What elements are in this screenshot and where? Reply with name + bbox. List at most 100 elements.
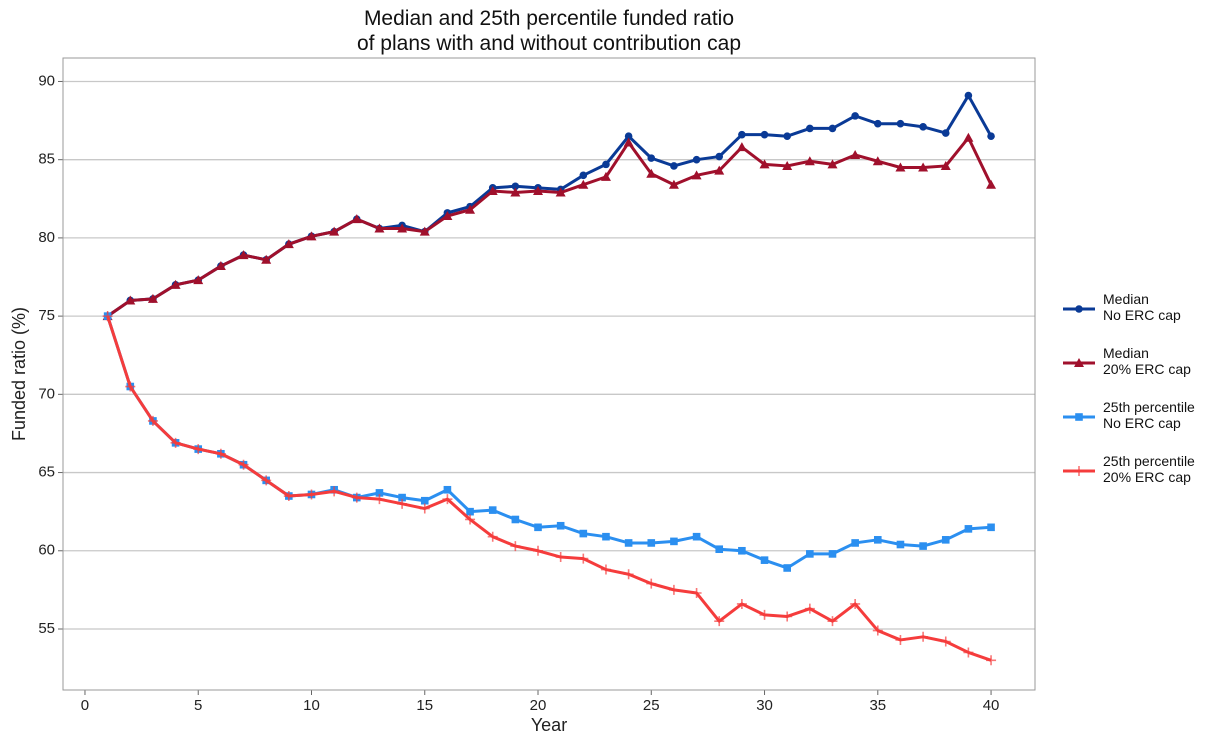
y-axis-label: Funded ratio (%): [9, 307, 29, 441]
point: [963, 647, 974, 658]
point: [170, 279, 181, 289]
legend-label: Median No ERC cap: [1103, 291, 1181, 323]
point: [782, 611, 793, 622]
point: [940, 160, 951, 170]
x-tick-label: 40: [983, 697, 1000, 714]
point: [125, 295, 136, 305]
point: [1074, 466, 1084, 476]
point: [602, 160, 610, 169]
point: [670, 162, 678, 170]
point: [715, 152, 724, 161]
point: [873, 119, 882, 128]
point: [624, 132, 633, 141]
point: [804, 156, 815, 166]
point: [918, 631, 929, 642]
x-tick-label: 0: [81, 697, 89, 714]
point: [556, 521, 565, 530]
point: [578, 553, 589, 564]
point: [987, 523, 995, 532]
point: [647, 154, 656, 162]
chart-title: Median and 25th percentile funded ratio …: [356, 7, 742, 55]
point: [827, 159, 838, 169]
point: [466, 507, 474, 516]
point: [351, 214, 362, 224]
x-tick-label: 35: [869, 697, 886, 714]
point: [398, 493, 406, 502]
point: [692, 155, 701, 164]
point: [783, 132, 791, 141]
point: [896, 119, 905, 128]
point: [986, 655, 997, 666]
point: [238, 459, 249, 470]
point: [941, 129, 950, 137]
point: [443, 485, 452, 494]
point: [375, 489, 384, 497]
point: [963, 132, 974, 142]
point: [738, 130, 746, 139]
point: [872, 625, 883, 636]
point: [215, 261, 226, 271]
point: [306, 231, 317, 241]
point: [351, 492, 362, 503]
point: [600, 171, 611, 181]
point: [828, 124, 837, 133]
point: [1075, 413, 1083, 421]
x-tick-label: 15: [416, 697, 433, 714]
plot-border: [62, 57, 1036, 691]
point: [510, 541, 521, 552]
point: [488, 506, 497, 514]
legend-label: Median 20% ERC cap: [1103, 345, 1191, 377]
point: [102, 311, 113, 322]
point: [851, 539, 859, 547]
point: [760, 130, 769, 139]
point: [602, 532, 610, 541]
point: [579, 529, 588, 538]
point: [623, 137, 634, 147]
point: [647, 539, 656, 547]
point: [850, 149, 861, 159]
point: [147, 293, 158, 303]
series-line: [106, 136, 993, 318]
point: [487, 185, 498, 195]
point: [283, 239, 294, 249]
point: [940, 636, 951, 647]
point: [511, 515, 520, 524]
point: [261, 254, 272, 264]
x-tick-label: 5: [194, 697, 202, 714]
point: [215, 448, 226, 459]
point: [510, 187, 521, 197]
point: [872, 156, 883, 166]
point: [283, 491, 294, 502]
point: [918, 162, 929, 172]
point: [465, 514, 476, 525]
point: [714, 165, 725, 175]
point: [1074, 358, 1084, 367]
point: [850, 598, 861, 609]
point: [691, 588, 702, 599]
point: [646, 168, 657, 178]
y-tick-label: 60: [38, 542, 55, 559]
point: [759, 159, 770, 169]
x-tick-label: 30: [756, 697, 773, 714]
point: [578, 179, 589, 189]
x-tick-label: 20: [530, 697, 547, 714]
point: [668, 584, 679, 595]
point: [646, 578, 657, 589]
point: [487, 531, 498, 542]
x-axis-label: Year: [531, 715, 567, 735]
point: [715, 545, 724, 554]
point: [533, 545, 544, 556]
point: [692, 532, 701, 541]
point: [895, 162, 906, 172]
point: [919, 542, 927, 550]
point: [873, 536, 882, 544]
point: [397, 498, 408, 509]
point: [987, 132, 995, 141]
point: [986, 179, 997, 189]
y-tick-label: 65: [38, 464, 55, 481]
point: [668, 179, 679, 189]
point: [374, 494, 385, 505]
point: [147, 415, 158, 426]
point: [1075, 305, 1083, 313]
